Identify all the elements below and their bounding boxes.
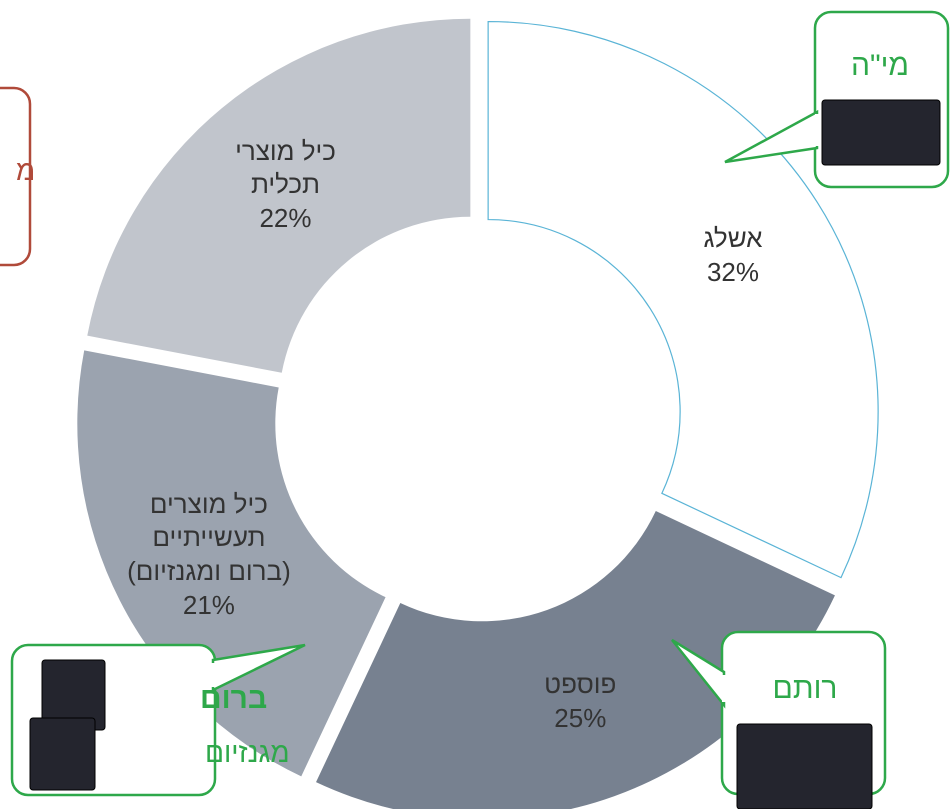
slice-label-box: כיל מוצרי תכלית 22% — [185, 65, 385, 305]
callout-text: מי"ה — [851, 49, 909, 82]
callout: ברום מגנזיום — [10, 643, 306, 797]
category-label: פוספט — [544, 669, 617, 700]
callout: רותם — [671, 630, 887, 809]
redacted-image — [29, 717, 96, 791]
donut-slice — [316, 511, 835, 809]
callout-box — [0, 86, 32, 267]
slice-label-box: כיל מוצרים תעשייתיים (ברום ומגנזיום) 21% — [109, 435, 309, 675]
callout-text: ברום — [200, 682, 267, 715]
category-label: כיל מוצרי תכלית — [235, 135, 336, 200]
callout-text: מגנזיום — [205, 737, 290, 768]
value-label: 22% — [259, 203, 312, 234]
value-label: 21% — [182, 589, 235, 620]
callout: מי"ה — [724, 10, 950, 189]
donut — [77, 18, 879, 809]
donut-slice — [487, 20, 879, 579]
donut-slice — [87, 18, 471, 373]
redacted-image — [821, 99, 941, 166]
donut-slice — [77, 350, 386, 777]
value-label: 25% — [554, 703, 607, 734]
slice-label-box: פוספט 25% — [480, 582, 680, 809]
category-label: כיל מוצרים תעשייתיים (ברום ומגנזיום) — [127, 488, 291, 587]
category-label: אשלג — [703, 223, 763, 254]
callout: מ — [0, 86, 35, 267]
callout-text: רותם — [773, 672, 838, 705]
callout-text: מ — [16, 155, 35, 186]
slice-label: כיל מוצרים תעשייתיים (ברום ומגנזיום)21% — [109, 435, 309, 675]
redacted-image — [736, 723, 873, 809]
slice-label-box: אשלג 32% — [633, 136, 833, 376]
value-label: 32% — [706, 257, 760, 288]
